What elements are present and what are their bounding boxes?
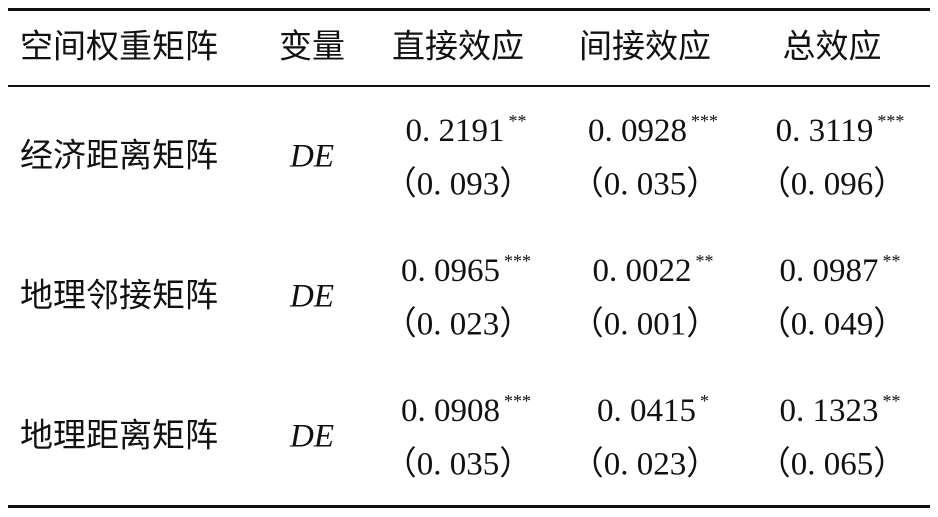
significance-stars: *** [877, 111, 905, 131]
significance-stars: ** [882, 251, 901, 271]
standard-error: （0. 093） [383, 166, 533, 203]
standard-error: （0. 023） [383, 306, 533, 343]
standard-error: （0. 096） [757, 166, 907, 203]
significance-stars: *** [504, 391, 531, 411]
standard-error: （0. 065） [757, 446, 907, 483]
coefficient: 0. 0908 *** [401, 392, 531, 428]
coefficient-value: 0. 0987 [779, 253, 879, 289]
standard-error: （0. 001） [570, 306, 720, 343]
matrix-name: 地理距离矩阵 [20, 418, 218, 455]
coefficient-value: 0. 0928 [588, 113, 687, 149]
standard-error: （0. 023） [570, 446, 720, 483]
coefficient: 0. 0415 * [597, 392, 709, 428]
header-cell: 空间权重矩阵 [20, 29, 218, 66]
header-rule [8, 85, 930, 87]
coefficient: 0. 0928 *** [588, 112, 718, 148]
standard-error: （0. 035） [383, 446, 533, 483]
coefficient: 0. 0965 *** [401, 252, 531, 288]
significance-stars: *** [691, 111, 718, 131]
header-cell: 直接效应 [392, 29, 524, 66]
significance-stars: ** [508, 111, 527, 131]
coefficient-value: 0. 2191 [405, 113, 505, 149]
coefficient-value: 0. 0022 [592, 253, 692, 289]
significance-stars: *** [504, 251, 531, 271]
header-cell: 总效应 [782, 29, 882, 66]
coefficient: 0. 0022 ** [593, 252, 714, 288]
standard-error: （0. 035） [570, 166, 720, 203]
significance-stars: ** [695, 251, 714, 271]
header-cell: 变量 [279, 29, 345, 66]
variable: DE [290, 278, 334, 315]
coefficient: 0. 1323 ** [780, 392, 901, 428]
coefficient-value: 0. 1323 [779, 393, 879, 429]
matrix-name: 经济距离矩阵 [20, 138, 218, 175]
significance-stars: ** [882, 391, 901, 411]
variable: DE [290, 418, 334, 455]
coefficient-value: 0. 0908 [401, 393, 500, 429]
coefficient: 0. 3119 *** [776, 112, 905, 148]
header-cell: 间接效应 [579, 29, 711, 66]
top-rule [8, 8, 930, 11]
standard-error: （0. 049） [757, 306, 907, 343]
significance-stars: * [700, 391, 709, 411]
coefficient-value: 0. 3119 [775, 113, 874, 149]
bottom-rule [8, 505, 930, 508]
coefficient: 0. 0987 ** [780, 252, 901, 288]
variable: DE [290, 138, 334, 175]
matrix-name: 地理邻接矩阵 [20, 278, 218, 315]
coefficient-value: 0. 0415 [597, 393, 696, 429]
coefficient-value: 0. 0965 [401, 253, 500, 289]
coefficient: 0. 2191 ** [406, 112, 527, 148]
